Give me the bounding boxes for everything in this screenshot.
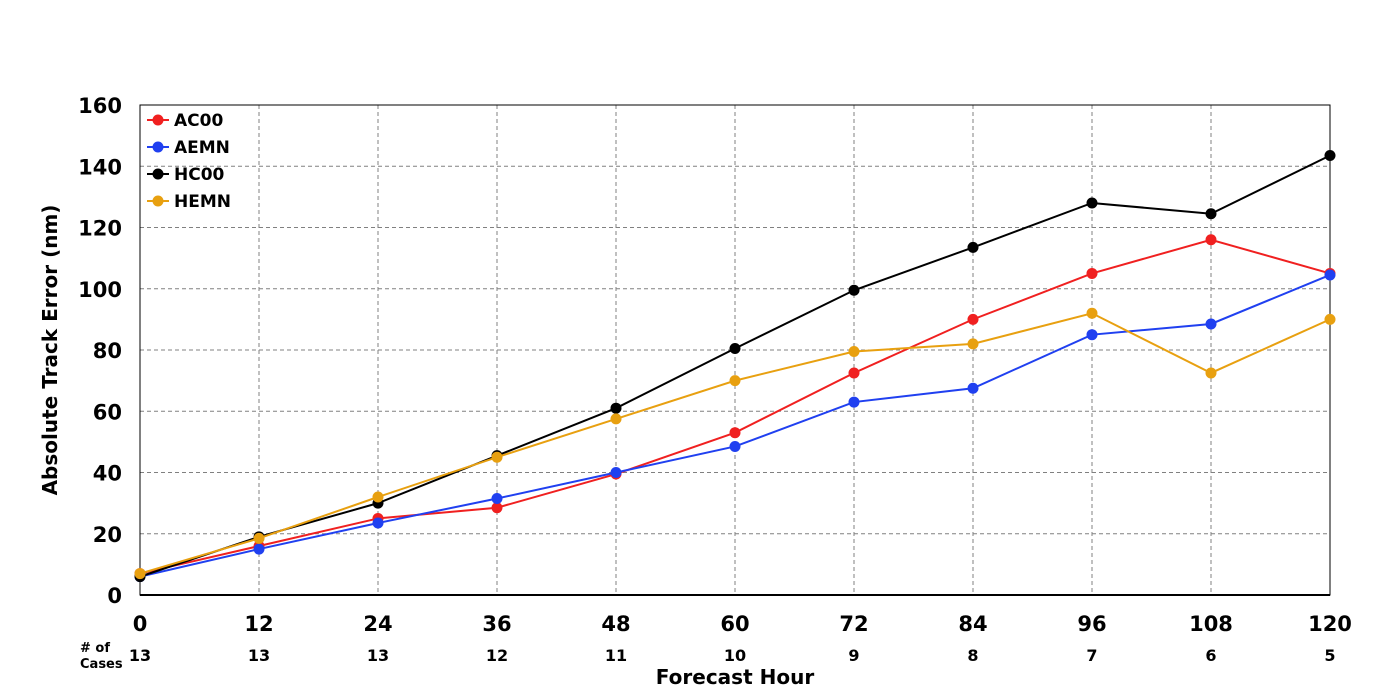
legend-label: AEMN xyxy=(174,138,230,158)
y-tick-label: 140 xyxy=(78,155,122,179)
x-tick-label: 120 xyxy=(1308,612,1352,636)
x-axis-title: Forecast Hour xyxy=(656,665,815,689)
x-tick-labels: 0 12 24 36 48 60 72 84 96 108 120 xyxy=(133,612,1352,636)
legend-swatch-marker xyxy=(152,114,164,126)
legend-label: AC00 xyxy=(174,111,223,131)
data-point xyxy=(848,367,860,379)
data-point xyxy=(848,346,860,358)
data-point xyxy=(729,440,741,452)
data-point xyxy=(1205,208,1217,220)
data-point xyxy=(967,382,979,394)
x-tick-label: 108 xyxy=(1189,612,1233,636)
legend-swatch-marker xyxy=(152,195,164,207)
data-point xyxy=(1324,313,1336,325)
data-point xyxy=(610,413,622,425)
data-point xyxy=(491,451,503,463)
data-point xyxy=(491,493,503,505)
case-count-label: 8 xyxy=(967,646,978,665)
case-count-label: 11 xyxy=(605,646,627,665)
x-tick-label: 72 xyxy=(839,612,868,636)
x-tick-label: 24 xyxy=(363,612,392,636)
data-point xyxy=(1086,307,1098,319)
data-point xyxy=(967,241,979,253)
data-point xyxy=(1205,367,1217,379)
data-point xyxy=(372,517,384,529)
data-point xyxy=(1086,329,1098,341)
cases-header-line2: Cases xyxy=(80,657,123,672)
legend-label: HC00 xyxy=(174,165,225,185)
case-count-label: 5 xyxy=(1324,646,1335,665)
data-point xyxy=(729,342,741,354)
x-tick-label: 96 xyxy=(1077,612,1106,636)
data-point xyxy=(967,338,979,350)
legend-swatch-marker xyxy=(152,168,164,180)
x-tick-label: 60 xyxy=(720,612,749,636)
data-point xyxy=(848,284,860,296)
y-tick-label: 20 xyxy=(93,523,122,547)
data-point xyxy=(1324,150,1336,162)
cases-row: # of Cases 13 13 13 12 11 10 9 8 7 6 5 xyxy=(80,641,1336,672)
legend: AC00 AEMN HC00 HEMN xyxy=(147,111,231,212)
data-point xyxy=(1324,269,1336,281)
legend-item-aemn: AEMN xyxy=(147,138,230,158)
y-tick-label: 100 xyxy=(78,278,122,302)
legend-item-hemn: HEMN xyxy=(147,192,231,212)
legend-item-hc00: HC00 xyxy=(147,165,225,185)
legend-swatch-marker xyxy=(152,141,164,153)
case-count-label: 10 xyxy=(724,646,746,665)
x-tick-label: 84 xyxy=(958,612,987,636)
data-point xyxy=(729,375,741,387)
case-count-label: 9 xyxy=(848,646,859,665)
data-point xyxy=(967,313,979,325)
y-tick-label: 120 xyxy=(78,217,122,241)
y-tick-label: 40 xyxy=(93,462,122,486)
legend-label: HEMN xyxy=(174,192,231,212)
series-hc00 xyxy=(134,150,1336,583)
data-point xyxy=(372,491,384,503)
case-count-label: 7 xyxy=(1086,646,1097,665)
y-tick-label: 60 xyxy=(93,400,122,424)
data-point xyxy=(1086,267,1098,279)
case-count-label: 13 xyxy=(129,646,151,665)
data-point xyxy=(1205,318,1217,330)
series-layer xyxy=(134,150,1336,583)
series-aemn xyxy=(134,269,1336,583)
data-point xyxy=(491,502,503,514)
data-point xyxy=(610,467,622,478)
case-count-label: 13 xyxy=(367,646,389,665)
case-count-label: 12 xyxy=(486,646,508,665)
data-point xyxy=(253,532,265,544)
case-count-label: 6 xyxy=(1205,646,1216,665)
data-point xyxy=(134,568,146,580)
data-point xyxy=(729,427,741,439)
data-point xyxy=(610,402,622,414)
y-tick-label: 80 xyxy=(93,339,122,363)
data-point xyxy=(1205,234,1217,246)
data-point xyxy=(848,396,860,408)
x-tick-label: 36 xyxy=(482,612,511,636)
data-point xyxy=(1086,197,1098,209)
series-hemn xyxy=(134,307,1336,580)
y-axis-title: Absolute Track Error (nm) xyxy=(38,205,62,496)
legend-item-ac00: AC00 xyxy=(147,111,223,131)
x-tick-label: 48 xyxy=(601,612,630,636)
y-tick-label: 0 xyxy=(107,584,122,608)
x-tick-label: 0 xyxy=(133,612,148,636)
data-point xyxy=(253,543,265,555)
y-tick-labels: 0 20 40 60 80 100 120 140 160 xyxy=(78,94,122,608)
y-tick-label: 160 xyxy=(78,94,122,118)
case-count-label: 13 xyxy=(248,646,270,665)
cases-header-line1: # of xyxy=(80,641,110,656)
x-tick-label: 12 xyxy=(244,612,273,636)
